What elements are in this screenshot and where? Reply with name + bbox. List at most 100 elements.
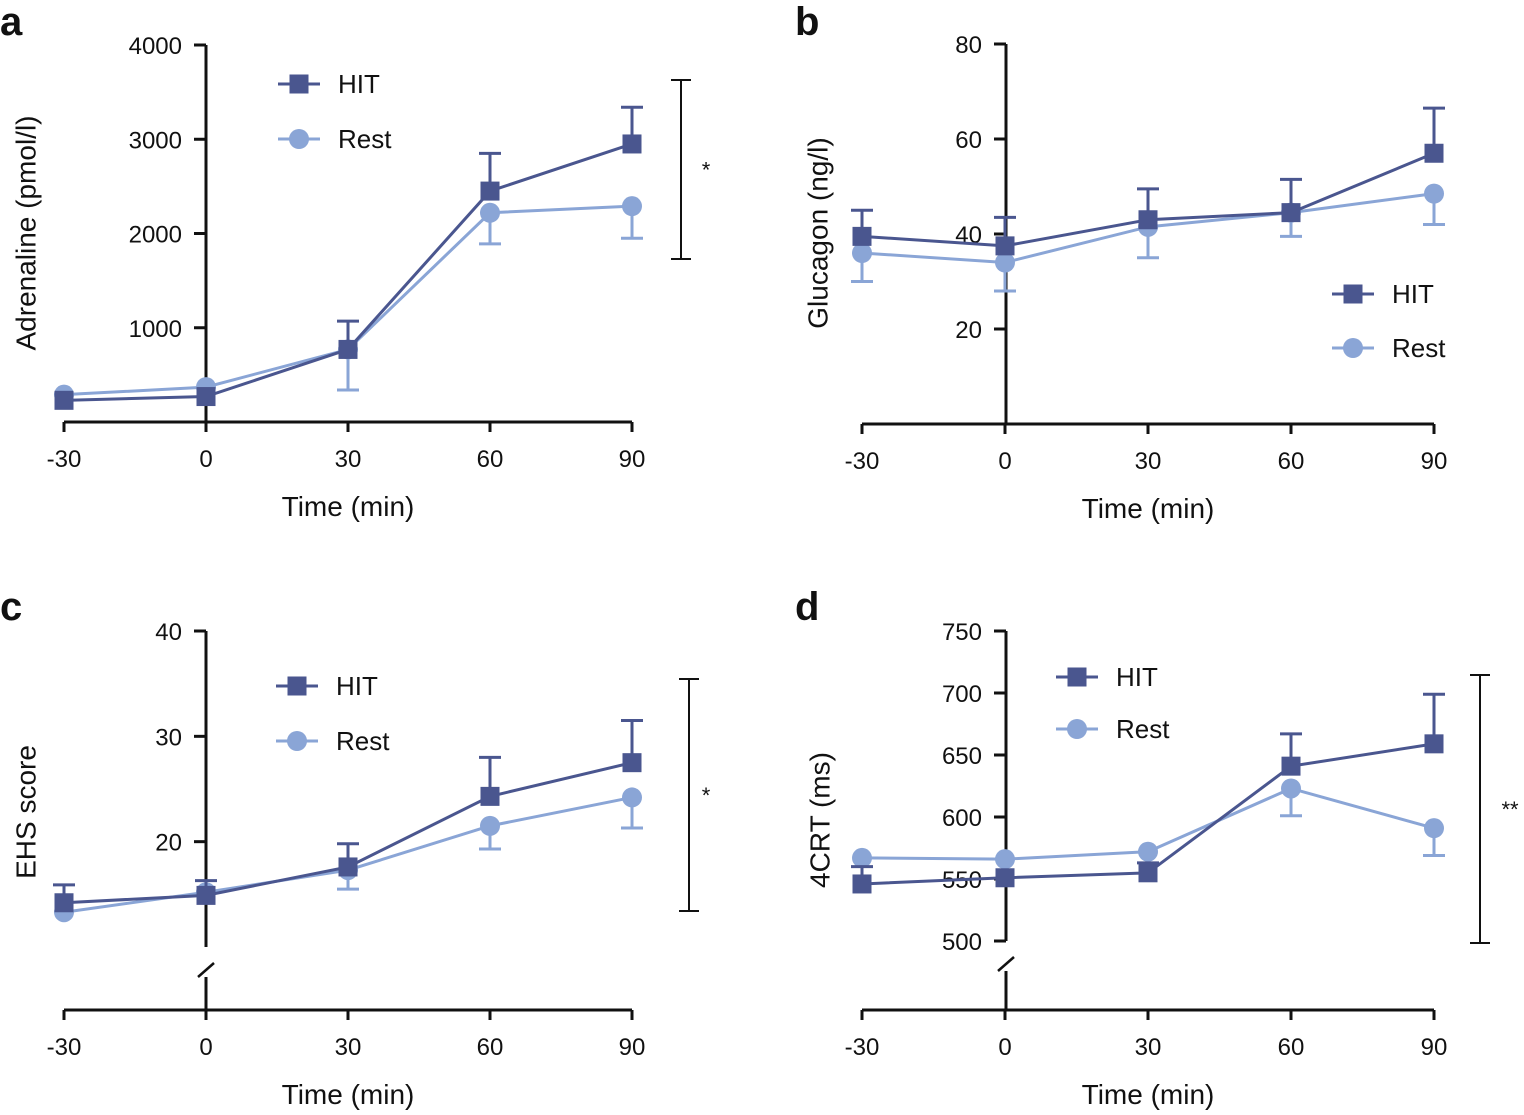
y-tick-label: 30	[155, 724, 182, 751]
legend-hit: HIT	[1056, 662, 1158, 692]
legend-hit-label: HIT	[336, 671, 378, 701]
y-axis-title: 4CRT (ms)	[804, 752, 835, 888]
x-tick-label: 60	[1278, 448, 1305, 475]
significance-bracket: **	[1470, 674, 1519, 944]
x-tick-label: 0	[998, 1034, 1011, 1061]
hit-data-point	[852, 874, 872, 894]
rest-data-point	[995, 252, 1015, 273]
legend-hit: HIT	[278, 69, 380, 99]
axis-break-mark	[997, 956, 1015, 972]
legend-rest: Rest	[1056, 714, 1170, 744]
legend-hit-label: HIT	[338, 69, 380, 99]
x-tick-label: 30	[1135, 448, 1162, 475]
legend-hit-marker	[1343, 284, 1363, 304]
x-tick-label: -30	[845, 1034, 880, 1061]
x-axis-title: Time (min)	[282, 1079, 415, 1110]
legend-hit-marker	[289, 74, 309, 94]
y-axis-title: EHS score	[10, 745, 41, 879]
significance-bracket: *	[671, 79, 711, 260]
significance-label: *	[702, 783, 711, 808]
hit-data-point	[196, 387, 216, 407]
panel-c: c -30 0 30 60 90 20 30 40 Time (min) EHS score HIT R…	[0, 585, 711, 1110]
hit-data-point	[995, 868, 1015, 888]
hit-data-point	[622, 134, 642, 154]
rest-data-point	[622, 787, 642, 808]
legend-hit-marker	[287, 676, 307, 696]
x-tick-label: 90	[1421, 1034, 1448, 1061]
y-tick-label: 2000	[129, 222, 182, 249]
axis-break-mark	[197, 962, 215, 978]
hit-data-point	[622, 753, 642, 773]
x-tick-label: 60	[1278, 1034, 1305, 1061]
rest-data-point	[622, 196, 642, 217]
rest-data-point	[1138, 841, 1158, 862]
hit-data-point	[1281, 756, 1301, 776]
legend-rest-label: Rest	[338, 124, 392, 154]
hit-data-point	[1424, 143, 1444, 163]
x-tick-label: 30	[335, 1034, 362, 1061]
legend-rest: Rest	[1332, 333, 1446, 363]
hit-data-point	[1281, 203, 1301, 223]
hit-data-point	[995, 236, 1015, 256]
x-tick-label: 90	[619, 1034, 646, 1061]
rest-data-point	[1281, 778, 1301, 799]
y-tick-label: 4000	[129, 33, 182, 60]
y-axis-title: Glucagon (ng/l)	[802, 137, 833, 328]
legend-hit-label: HIT	[1392, 279, 1434, 309]
x-tick-label: 90	[619, 446, 646, 473]
hit-data-point	[1138, 210, 1158, 230]
y-tick-label: 700	[942, 681, 982, 708]
rest-data-point	[480, 815, 500, 836]
legend-rest-marker	[287, 731, 307, 751]
panel-letter: d	[795, 585, 819, 629]
significance-label: *	[702, 158, 711, 183]
panel-letter: c	[0, 585, 22, 629]
legend-rest-marker	[1343, 338, 1363, 358]
x-tick-label: -30	[845, 448, 880, 475]
rest-data-point	[1424, 818, 1444, 839]
x-axis-title: Time (min)	[282, 491, 415, 522]
y-tick-label: 40	[155, 619, 182, 646]
legend-hit-marker	[1067, 667, 1087, 687]
y-tick-label: 600	[942, 805, 982, 832]
x-tick-label: -30	[47, 446, 82, 473]
x-tick-label: 90	[1421, 448, 1448, 475]
legend-hit: HIT	[1332, 279, 1434, 309]
x-tick-label: 60	[477, 1034, 504, 1061]
x-tick-label: 0	[998, 448, 1011, 475]
rest-data-point	[480, 202, 500, 223]
hit-data-point	[1138, 863, 1158, 883]
hit-data-point	[196, 885, 216, 905]
hit-data-point	[480, 181, 500, 201]
legend-hit: HIT	[276, 671, 378, 701]
legend-rest-marker	[1067, 719, 1087, 739]
legend-rest: Rest	[278, 124, 392, 154]
legend-hit-label: HIT	[1116, 662, 1158, 692]
rest-data-point	[1424, 183, 1444, 204]
rest-data-point	[995, 849, 1015, 870]
hit-data-point	[338, 339, 358, 359]
y-tick-label: 20	[955, 317, 982, 344]
legend-rest: Rest	[276, 726, 390, 756]
x-axis-title: Time (min)	[1082, 1079, 1215, 1110]
x-tick-label: 30	[1135, 1034, 1162, 1061]
hit-data-point	[54, 893, 74, 913]
hit-data-point	[54, 390, 74, 410]
x-tick-label: 0	[199, 1034, 212, 1061]
y-axis-title: Adrenaline (pmol/l)	[10, 116, 41, 351]
x-tick-label: -30	[47, 1034, 82, 1061]
x-axis-title: Time (min)	[1082, 493, 1215, 524]
y-tick-label: 3000	[129, 127, 182, 154]
significance-bracket: *	[679, 678, 711, 912]
rest-data-point	[852, 243, 872, 263]
x-tick-label: 0	[199, 446, 212, 473]
y-tick-label: 60	[955, 127, 982, 154]
significance-label: **	[1501, 797, 1519, 822]
hit-data-point	[1424, 734, 1444, 754]
y-tick-label: 1000	[129, 316, 182, 343]
hit-data-point	[852, 226, 872, 246]
x-tick-label: 60	[477, 446, 504, 473]
hit-data-point	[480, 786, 500, 806]
